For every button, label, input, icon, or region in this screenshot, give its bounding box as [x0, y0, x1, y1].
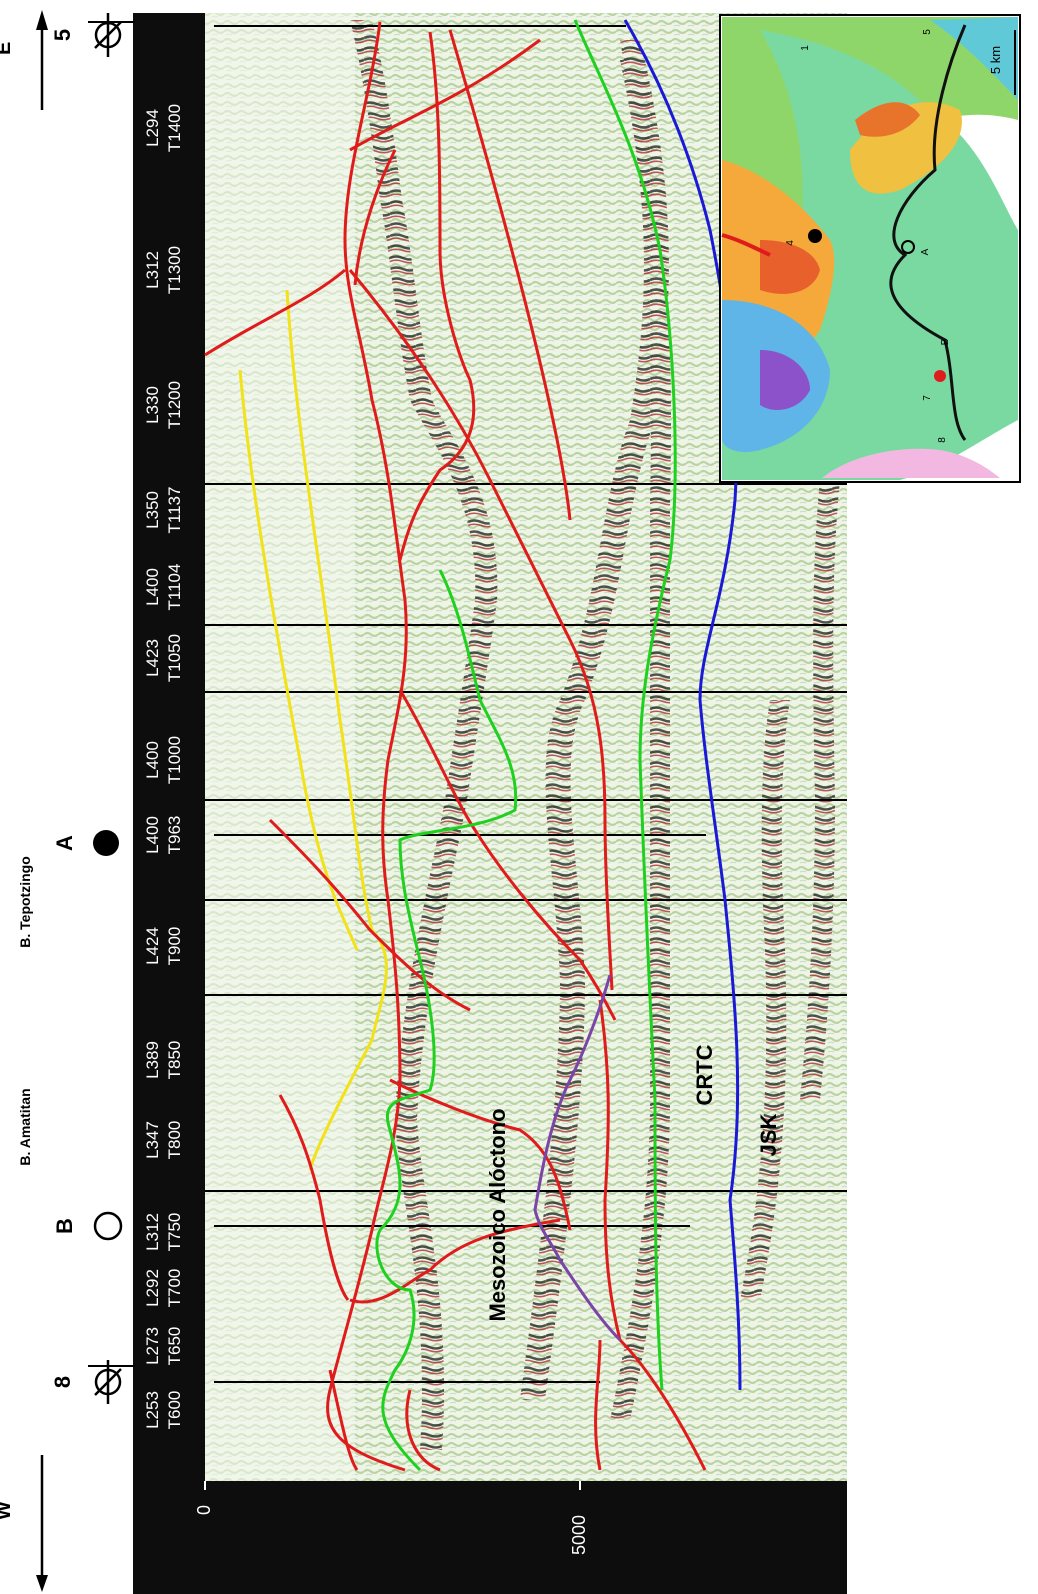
yellow-horizon-2: [285, 289, 388, 1171]
well-symbol-5: 5: [50, 13, 135, 57]
inset-scale-label: 5 km: [988, 46, 1003, 74]
inset-well-label: 5: [922, 29, 933, 35]
green-horizons: [375, 19, 677, 1472]
track-label: T650: [165, 1327, 184, 1366]
well-symbol-8: 8: [50, 1360, 135, 1404]
inset-well-label: 4: [785, 240, 796, 246]
track-label: L400: [143, 816, 162, 854]
track-label: T850: [165, 1041, 184, 1080]
depth-tick-0: 0: [194, 1505, 214, 1515]
track-label: L400: [143, 568, 162, 606]
track-label: L294: [143, 109, 162, 147]
svg-text:E: E: [0, 42, 15, 55]
inset-well-4-marker: [808, 229, 822, 243]
depth-axis-band: [133, 1481, 847, 1594]
yellow-horizons: [238, 289, 388, 1171]
track-label: L400: [143, 741, 162, 779]
inset-well-label: A: [920, 248, 931, 255]
well-label-a: A: [52, 835, 77, 851]
track-label: L424: [143, 927, 162, 965]
track-label: L292: [143, 1269, 162, 1307]
blue-horizon-jsk: [623, 19, 742, 1391]
depth-tick-5000: 5000: [569, 1515, 589, 1555]
track-label: T1400: [165, 104, 184, 152]
inset-well-label: 7: [922, 395, 933, 401]
track-label: L347: [143, 1121, 162, 1159]
track-label: T963: [165, 816, 184, 855]
inset-well-labels: 1 5 4 A B 7 8: [785, 29, 951, 443]
unit-label-mesozoico: Mesozoico Alóctono: [485, 1108, 510, 1321]
direction-east: E: [0, 10, 48, 110]
track-label: L423: [143, 639, 162, 677]
inset-well-label: 8: [937, 437, 948, 443]
inset-map: [719, 14, 1021, 483]
track-label: L389: [143, 1041, 162, 1079]
well-symbol-b: B: [52, 1211, 123, 1241]
inset-red-marker: [934, 370, 946, 382]
track-label: T1137: [165, 487, 184, 534]
well-label-b: B: [52, 1218, 77, 1234]
track-label: T1300: [165, 246, 184, 294]
track-label: T750: [165, 1213, 184, 1252]
track-label: T1050: [165, 634, 184, 682]
section-lines: [205, 25, 847, 1383]
track-label: L312: [143, 1213, 162, 1251]
inset-well-label: 1: [800, 45, 811, 51]
track-label: T900: [165, 927, 184, 966]
track-label: T600: [165, 1391, 184, 1430]
inset-well-label: B: [940, 338, 951, 345]
green-horizon-deep: [573, 19, 677, 1391]
unit-label-jsk: JSK: [756, 1113, 781, 1156]
inset-profile-line: [889, 24, 967, 441]
track-label: L350: [143, 491, 162, 529]
track-label: T800: [165, 1121, 184, 1160]
track-label: L273: [143, 1327, 162, 1365]
well-symbol-a: A: [52, 830, 119, 856]
track-label: T700: [165, 1269, 184, 1308]
basin-label-tepotzingo: B. Tepotzingo: [17, 856, 33, 948]
label-band: [133, 13, 205, 1481]
well-label-5: 5: [50, 29, 75, 41]
track-label: L312: [143, 251, 162, 289]
faults: [204, 21, 707, 1472]
unit-label-crtc: CRTC: [692, 1044, 717, 1105]
reflector-bands: [350, 20, 840, 1450]
purple-horizon: [533, 974, 622, 1342]
basin-label-amatitan: B. Amatitan: [17, 1088, 33, 1165]
track-label: L253: [143, 1391, 162, 1429]
track-label: T1104: [165, 564, 184, 611]
yellow-horizon-1: [238, 369, 359, 951]
green-horizon-shallow: [375, 569, 518, 1472]
svg-text:W: W: [0, 1501, 15, 1520]
inset-well-a-marker: [901, 240, 915, 254]
track-label: T1200: [165, 381, 184, 429]
well-label-8: 8: [50, 1376, 75, 1388]
depth-axis: 0 5000: [194, 1481, 589, 1555]
track-label: L330: [143, 386, 162, 424]
direction-west: W: [0, 1455, 48, 1592]
track-label: T1000: [165, 736, 184, 784]
